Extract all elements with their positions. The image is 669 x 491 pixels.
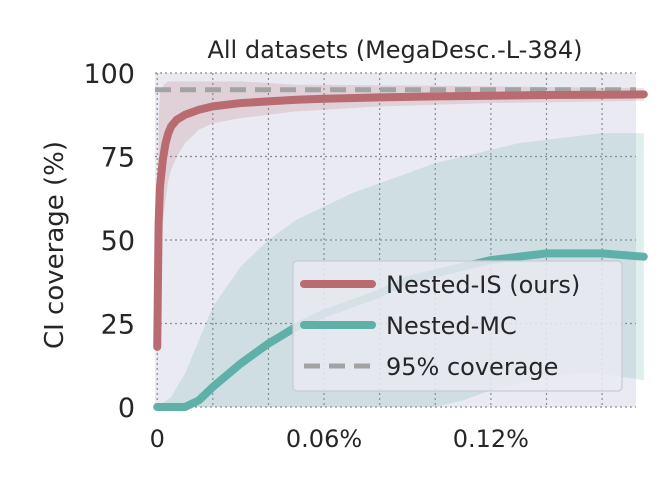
x-tick-label-1: 0.06% (286, 425, 362, 453)
legend: Nested-IS (ours) Nested-MC 95% coverage (292, 260, 623, 392)
legend-label-nested-mc: Nested-MC (386, 312, 517, 340)
x-tick-label-2: 0.12% (453, 425, 529, 453)
y-tick-label-4: 100 (83, 59, 135, 90)
y-tick-label-0: 0 (118, 393, 135, 424)
x-tick-label-0: 0 (150, 425, 165, 453)
y-tick-labels: 0 25 50 75 100 (83, 59, 135, 424)
y-tick-label-3: 75 (101, 143, 135, 174)
x-tick-labels: 0 0.06% 0.12% (150, 425, 529, 453)
legend-label-95-coverage: 95% coverage (386, 353, 558, 381)
y-tick-label-2: 50 (101, 226, 135, 257)
line-series-0 (153, 90, 648, 351)
y-tick-label-1: 25 (101, 310, 135, 341)
y-axis-label: CI coverage (%) (40, 141, 70, 349)
legend-label-nested-is: Nested-IS (ours) (386, 271, 580, 299)
chart-title: All datasets (MegaDesc.-L-384) (207, 36, 582, 64)
legend-box (292, 260, 623, 392)
